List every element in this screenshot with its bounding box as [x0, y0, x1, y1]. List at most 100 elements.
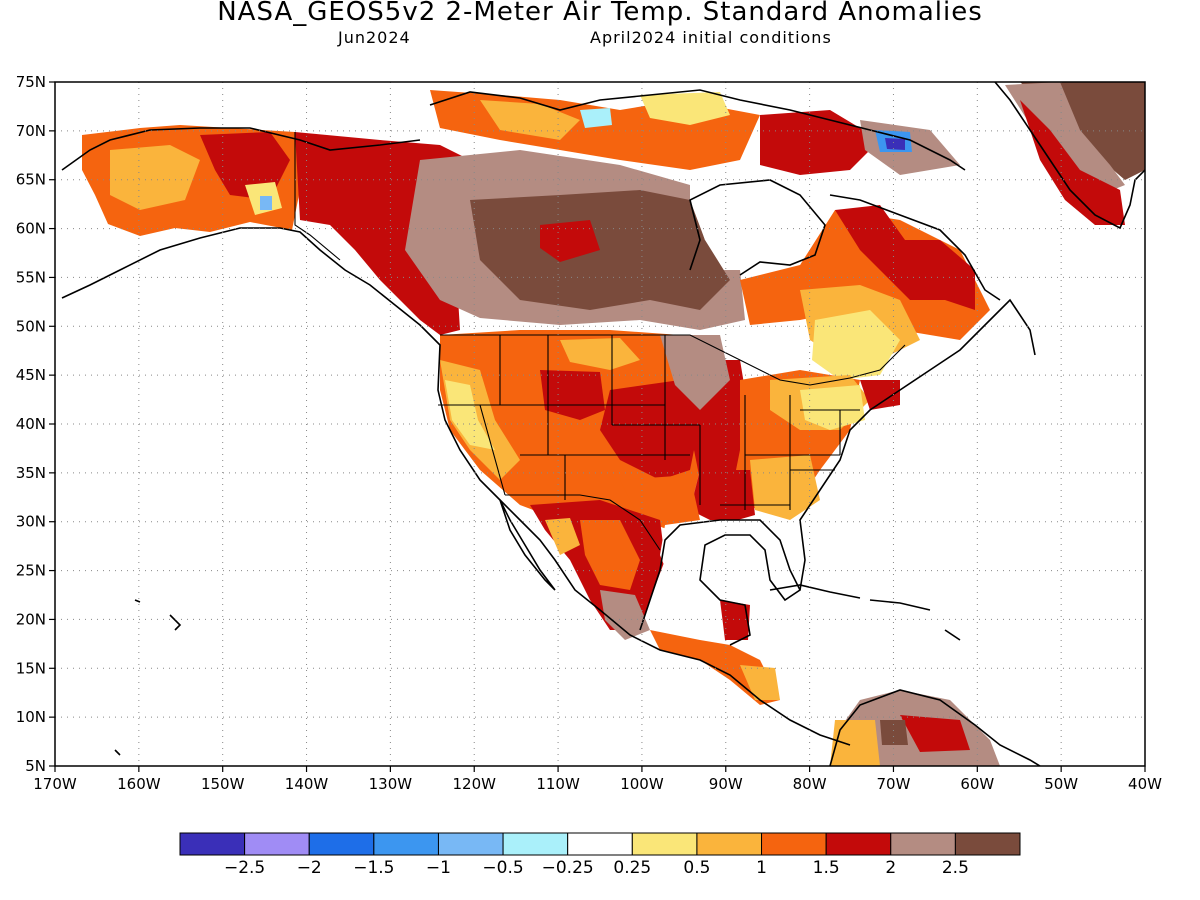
- lat-tick-label: 30N: [16, 513, 46, 531]
- anomaly-region-greenland-mid: [1005, 82, 1125, 195]
- colorbar-label: 0.25: [613, 858, 651, 878]
- hudson-bay-ocean: [690, 180, 820, 265]
- colorbar-label: −0.5: [482, 858, 523, 878]
- anomaly-fill-layer: [82, 82, 1145, 766]
- anomaly-region-central-america-warm: [740, 665, 780, 700]
- colorbar-label: 1: [756, 858, 767, 878]
- latitude-axis: 75N 70N 65N 60N 55N 50N 45N 40N 35N 30N 25N 20N 15N 1…: [16, 73, 55, 775]
- lat-tick-label: 40N: [16, 415, 46, 433]
- anomaly-region-manitoba-hot: [540, 220, 600, 262]
- coastlines-layer: [61, 82, 1145, 766]
- colorbar-swatch: [179, 832, 246, 856]
- lon-tick-label: 170W: [33, 775, 77, 793]
- colorbar-swatch: [244, 832, 310, 856]
- map-plot-area: [55, 82, 1145, 766]
- lat-tick-label: 25N: [16, 562, 46, 580]
- anomaly-region-mexico-warm: [580, 520, 640, 590]
- anomaly-region-greenland-west: [1020, 100, 1125, 225]
- colorbar-label: 0.5: [683, 858, 710, 878]
- anomaly-region-great-basin: [540, 370, 605, 420]
- colorbar-swatch: [761, 832, 827, 856]
- alaska-north-coastline: [61, 127, 421, 171]
- colorbar-swatch: [437, 832, 504, 856]
- anomaly-region-upper-midwest: [660, 335, 730, 410]
- anomaly-region-arctic-mild: [640, 92, 730, 125]
- colorbar-label: 2.5: [942, 858, 969, 878]
- colorbar-label: −2.5: [224, 858, 265, 878]
- anomaly-region-alaska-cool: [260, 196, 272, 210]
- lat-tick-label: 55N: [16, 268, 46, 286]
- colorbar-label: 1.5: [813, 858, 840, 878]
- lon-tick-label: 100W: [620, 775, 664, 793]
- lat-tick-label: 70N: [16, 122, 46, 140]
- hawaii-islands: [114, 599, 182, 756]
- lon-tick-label: 70W: [877, 775, 911, 793]
- anomaly-region-southeast-warm: [750, 455, 820, 520]
- lat-tick-label: 60N: [16, 220, 46, 238]
- lon-tick-label: 110W: [536, 775, 580, 793]
- north-america-coastline: [61, 227, 851, 746]
- lat-tick-label: 65N: [16, 171, 46, 189]
- anomaly-region-yucatan: [720, 600, 750, 640]
- anomaly-region-new-england-mild: [800, 385, 865, 430]
- state-borders: [438, 335, 860, 510]
- colorbar-label: −1: [426, 858, 451, 878]
- lat-tick-label: 50N: [16, 317, 46, 335]
- political-borders-layer: [294, 132, 906, 551]
- gulf-coastline: [639, 519, 802, 646]
- lon-tick-label: 140W: [285, 775, 329, 793]
- lon-tick-label: 50W: [1044, 775, 1078, 793]
- lon-tick-label: 60W: [960, 775, 994, 793]
- anomaly-region-arctic-cool: [580, 108, 612, 128]
- map-title: NASA_GEOS5v2 2-Meter Air Temp. Standard …: [217, 0, 983, 27]
- colorbar-legend: −2.5 −2 −1.5 −1 −0.5 −0.25 0.25 0.5 1 1.5 2 2.5: [179, 832, 1021, 878]
- lat-tick-label: 45N: [16, 366, 46, 384]
- lat-tick-label: 20N: [16, 610, 46, 628]
- baja-california-coastline: [499, 499, 556, 591]
- anomaly-region-labrador: [835, 205, 975, 310]
- lon-tick-label: 120W: [452, 775, 496, 793]
- lon-tick-label: 80W: [793, 775, 827, 793]
- lat-tick-label: 10N: [16, 708, 46, 726]
- valid-month-label: Jun2024: [338, 28, 411, 47]
- anomaly-region-baffin-very-cold: [885, 138, 905, 150]
- labrador-coastline: [829, 194, 1001, 301]
- lon-tick-label: 160W: [117, 775, 161, 793]
- anomaly-region-alaska-warm: [110, 145, 200, 210]
- south-america-coastline: [829, 689, 1041, 766]
- gulf-of-mexico-ocean: [660, 520, 780, 600]
- lat-tick-label: 75N: [16, 73, 46, 91]
- lat-tick-label: 5N: [25, 757, 46, 775]
- us-canada-border: [440, 334, 906, 386]
- colorbar-swatch: [631, 832, 698, 856]
- colorbar-label: −0.25: [542, 858, 594, 878]
- colorbar-swatch: [567, 832, 633, 856]
- colorbar-label: −1.5: [353, 858, 394, 878]
- graticule-gridlines: [55, 82, 1145, 766]
- anomaly-region-ontario-mild: [812, 310, 900, 380]
- anomaly-region-mexico-mild: [545, 518, 580, 555]
- anomaly-region-mexico-south: [600, 590, 650, 640]
- hudson-bay-coastline: [689, 179, 826, 276]
- anomaly-region-arctic-warm: [480, 100, 580, 140]
- anomaly-region-gulf-coast-hot: [690, 470, 755, 525]
- colorbar-swatch: [696, 832, 763, 856]
- lon-tick-label: 90W: [709, 775, 743, 793]
- anomaly-region-new-england-hot: [860, 380, 900, 410]
- anomaly-region-venezuela-hot: [900, 715, 970, 752]
- us-mexico-border: [505, 494, 661, 551]
- colorbar-swatch: [308, 832, 375, 856]
- anomaly-region-rockies-warm: [560, 338, 640, 370]
- east-coastline: [799, 298, 1036, 591]
- anomaly-region-colombia-warm: [830, 720, 880, 766]
- alaska-canada-border: [294, 132, 341, 261]
- arctic-islands-coastline: [429, 89, 966, 171]
- lon-tick-label: 150W: [201, 775, 245, 793]
- colorbar-label: −2: [297, 858, 322, 878]
- lon-tick-label: 40W: [1128, 775, 1162, 793]
- anomaly-region-nunavut: [760, 110, 880, 175]
- lat-tick-label: 35N: [16, 464, 46, 482]
- lat-tick-label: 15N: [16, 659, 46, 677]
- colorbar-swatch: [890, 832, 956, 856]
